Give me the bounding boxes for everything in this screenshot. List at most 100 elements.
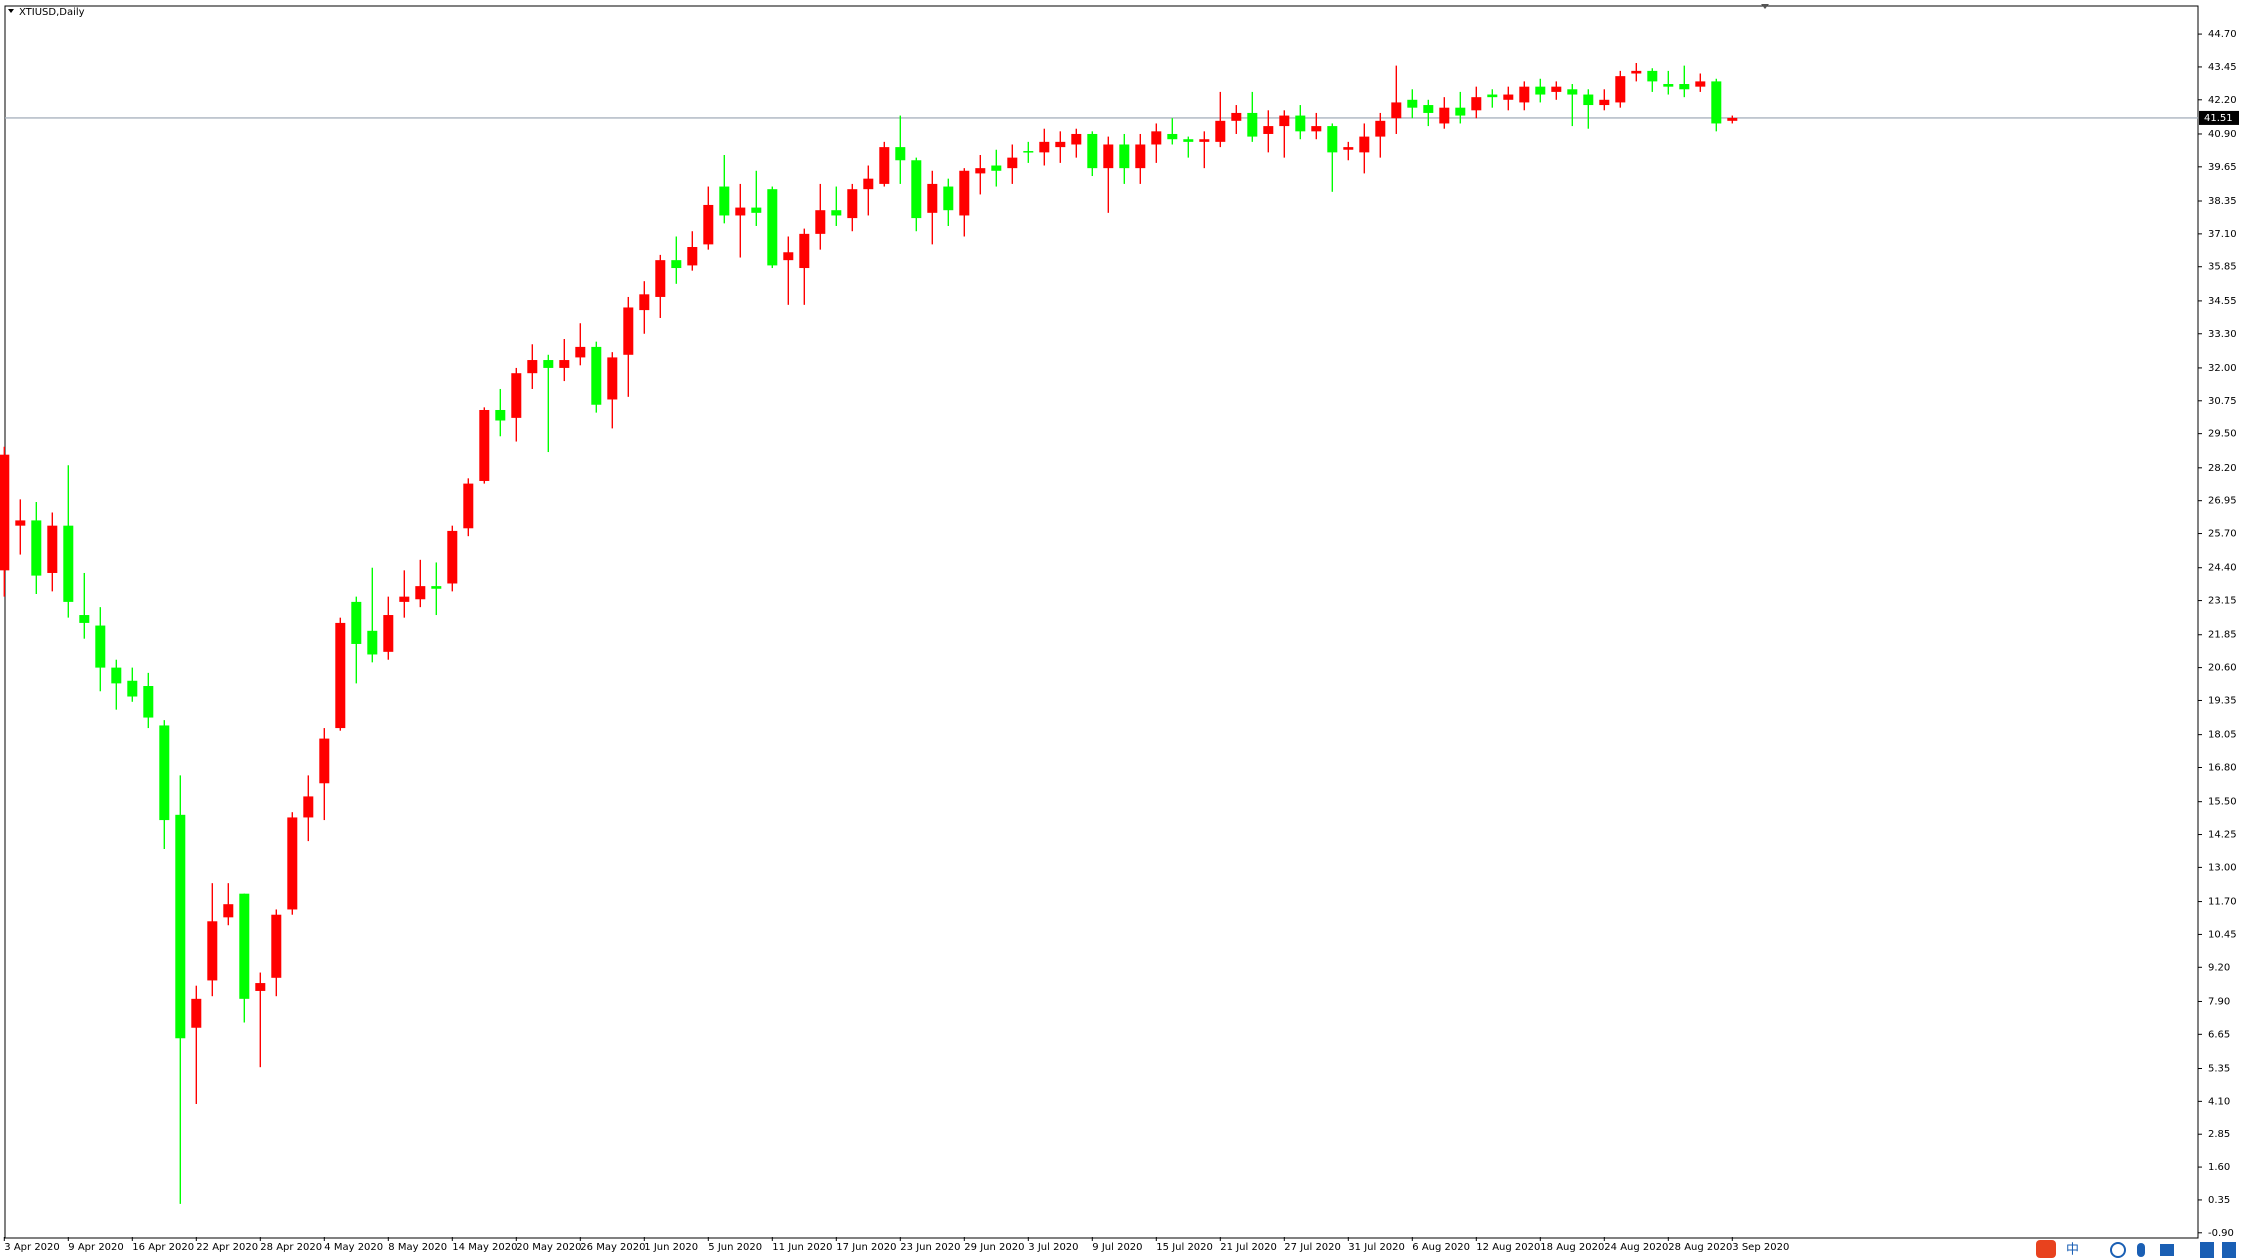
x-tick-label: 23 Jun 2020: [900, 1242, 960, 1253]
y-tick-label: 15.50: [2208, 797, 2237, 808]
x-tick-label: 27 Jul 2020: [1284, 1242, 1341, 1253]
y-tick-label: 20.60: [2208, 663, 2237, 674]
chart-menu-arrow[interactable]: [8, 9, 14, 13]
candle-body: [463, 483, 474, 529]
y-tick-label: 25.70: [2208, 529, 2237, 540]
candle-body: [175, 814, 186, 1039]
candle-body: [959, 170, 970, 216]
candle-body: [687, 247, 698, 266]
candle-body: [1407, 99, 1418, 108]
candle-body: [287, 817, 298, 910]
candle-body: [351, 601, 362, 644]
candle-body: [367, 630, 378, 655]
taskbar-icons: 中: [2036, 1240, 2236, 1258]
candle-body: [1423, 105, 1434, 113]
candle-body: [511, 373, 522, 418]
y-tick-label: 0.35: [2208, 1195, 2230, 1206]
shift-marker[interactable]: [1761, 4, 1769, 9]
candle-body: [1711, 81, 1722, 124]
settings-icon[interactable]: [2222, 1242, 2236, 1258]
candle-body: [1471, 97, 1482, 111]
y-tick-label: 29.50: [2208, 429, 2237, 440]
candle-body: [111, 667, 122, 684]
candle-body: [671, 260, 682, 269]
candle-body: [623, 307, 634, 355]
candle-body: [527, 360, 538, 374]
candle-body: [255, 983, 266, 991]
mic-icon[interactable]: [2137, 1243, 2145, 1257]
candle-body: [1455, 107, 1466, 116]
candle-body: [1087, 133, 1098, 169]
candle-body: [239, 893, 250, 999]
candle-body: [1215, 120, 1226, 142]
candle-body: [479, 409, 490, 481]
y-tick-label: -0.90: [2208, 1228, 2234, 1239]
candle-body: [1183, 139, 1194, 142]
x-tick-label: 15 Jul 2020: [1156, 1242, 1213, 1253]
candle-body: [1535, 86, 1546, 95]
candle-body: [335, 622, 346, 729]
candle-body: [1071, 133, 1082, 145]
candle-body: [847, 189, 858, 219]
candle-body: [223, 904, 234, 918]
candle-body: [575, 346, 586, 358]
plot-frame: [4, 5, 2199, 1239]
tool-icon[interactable]: [2200, 1242, 2214, 1258]
y-tick-label: 16.80: [2208, 763, 2237, 774]
candle-body: [1375, 120, 1386, 137]
candle-body: [559, 360, 570, 368]
candle-body: [735, 207, 746, 216]
x-tick-label: 3 Sep 2020: [1732, 1242, 1789, 1253]
emoji-icon[interactable]: [2110, 1242, 2126, 1258]
x-tick-label: 8 May 2020: [388, 1242, 447, 1253]
candle-body: [703, 204, 714, 245]
x-tick-label: 24 Aug 2020: [1604, 1242, 1668, 1253]
candle-body: [1039, 141, 1050, 153]
candle-body: [1583, 94, 1594, 106]
x-tick-label: 1 Jun 2020: [644, 1242, 698, 1253]
chart-title: XTIUSD,Daily: [19, 7, 85, 18]
candle-body: [1167, 133, 1178, 140]
candle-body: [639, 294, 650, 311]
ime-label[interactable]: 中: [2066, 1243, 2079, 1258]
x-tick-label: 6 Aug 2020: [1412, 1242, 1470, 1253]
y-tick-label: 13.00: [2208, 862, 2237, 873]
candle-body: [1679, 84, 1690, 90]
candle-body: [415, 586, 426, 600]
candle-body: [1551, 86, 1562, 92]
y-tick-label: 19.35: [2208, 695, 2237, 706]
candle-body: [895, 147, 906, 161]
candle-body: [543, 360, 554, 368]
y-tick-label: 21.85: [2208, 630, 2237, 641]
ime-icon[interactable]: [2036, 1240, 2056, 1258]
x-tick-label: 16 Apr 2020: [132, 1242, 194, 1253]
x-tick-label: 21 Jul 2020: [1220, 1242, 1277, 1253]
y-tick-label: 44.70: [2208, 29, 2237, 40]
y-tick-label: 35.85: [2208, 262, 2237, 273]
candle-body: [831, 210, 842, 216]
candle-body: [783, 252, 794, 261]
keyboard-icon[interactable]: [2160, 1244, 2174, 1256]
candle-body: [319, 738, 330, 784]
x-tick-label: 28 Aug 2020: [1668, 1242, 1732, 1253]
candle-body: [1567, 89, 1578, 95]
x-tick-label: 31 Jul 2020: [1348, 1242, 1405, 1253]
candle-body: [1103, 144, 1114, 169]
candle-body: [751, 207, 762, 213]
x-tick-label: 18 Aug 2020: [1540, 1242, 1604, 1253]
candle-body: [1247, 112, 1258, 137]
y-tick-label: 2.85: [2208, 1129, 2230, 1140]
y-tick-label: 38.35: [2208, 196, 2237, 207]
candle-body: [1391, 102, 1402, 119]
y-tick-label: 24.40: [2208, 563, 2237, 574]
y-tick-label: 4.10: [2208, 1096, 2230, 1107]
candle-body: [1487, 94, 1498, 98]
y-tick-label: 42.20: [2208, 95, 2237, 106]
candle-body: [1199, 139, 1210, 142]
candle-body: [1663, 84, 1674, 87]
candle-body: [1263, 126, 1274, 134]
candle-body: [1311, 126, 1322, 132]
candle-body: [767, 189, 778, 266]
y-tick-label: 10.45: [2208, 929, 2237, 940]
